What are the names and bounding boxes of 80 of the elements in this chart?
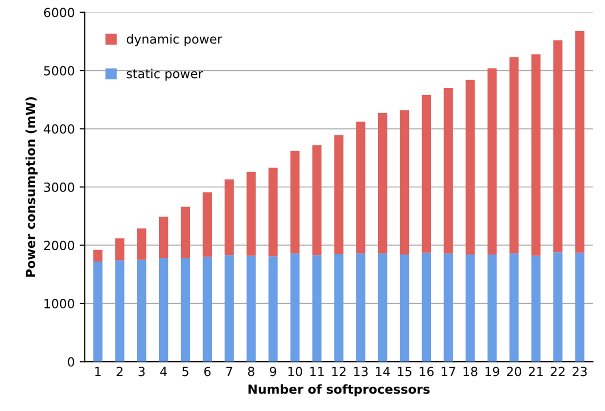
x-tick-label: 18 — [464, 366, 478, 376]
bar — [202, 192, 212, 257]
bar — [158, 258, 168, 362]
bar — [312, 145, 322, 256]
bar — [444, 253, 453, 362]
x-tick-label: 20 — [507, 366, 522, 376]
x-tick-label: 6 — [204, 366, 211, 376]
bar — [180, 258, 190, 362]
y-tick-label: 4000 — [44, 124, 74, 134]
bar — [137, 228, 146, 260]
bar — [246, 256, 256, 362]
y-tick-label: 2000 — [44, 240, 74, 250]
bar — [158, 216, 168, 258]
legend-label: dynamic power — [126, 34, 222, 46]
bar — [488, 254, 497, 362]
bar — [466, 254, 475, 362]
bar — [444, 88, 453, 254]
y-tick-label: 1000 — [44, 298, 74, 308]
bar — [202, 256, 212, 362]
x-tick-label: 12 — [332, 366, 346, 376]
bar — [356, 122, 366, 254]
bar — [378, 253, 388, 362]
bar — [268, 256, 278, 362]
bar — [312, 255, 322, 362]
bar — [466, 80, 475, 255]
bar — [422, 95, 432, 253]
x-tick-label: 17 — [442, 366, 456, 376]
bar — [93, 262, 102, 362]
bar — [93, 250, 102, 262]
x-axis-title: Number of softprocessors — [248, 384, 430, 396]
x-tick-label: 10 — [288, 366, 302, 376]
x-tick-label: 15 — [398, 366, 412, 376]
bar — [356, 253, 366, 362]
x-tick-label: 4 — [160, 366, 167, 376]
bar — [400, 254, 410, 362]
x-tick-label: 3 — [138, 366, 145, 376]
bar — [400, 110, 410, 255]
bar — [180, 206, 190, 258]
x-tick-label: 9 — [270, 366, 276, 376]
x-tick-label: 11 — [310, 366, 324, 376]
x-tick-label: 22 — [550, 366, 565, 376]
bar — [509, 253, 519, 362]
x-tick-label: 23 — [572, 366, 587, 376]
x-tick-label: 2 — [116, 366, 122, 376]
x-tick-label: 1 — [95, 366, 101, 376]
bar — [378, 113, 388, 254]
x-tick-label: 7 — [226, 366, 232, 376]
bar — [334, 135, 344, 254]
bar — [553, 40, 562, 252]
bar — [290, 150, 300, 254]
bar — [531, 54, 541, 256]
bar — [268, 168, 278, 256]
bar — [224, 255, 234, 362]
bar — [531, 256, 541, 362]
x-tick-label: 21 — [528, 366, 543, 376]
bar — [246, 172, 256, 256]
x-tick-label: 16 — [420, 366, 434, 376]
bar — [115, 238, 124, 260]
x-tick-label: 8 — [248, 366, 254, 376]
bar — [575, 30, 584, 253]
y-tick-label: 6000 — [44, 8, 74, 18]
bar — [575, 252, 584, 362]
bar — [488, 68, 497, 255]
y-tick-label: 0 — [68, 357, 74, 367]
y-tick-label: 5000 — [44, 66, 74, 76]
bar — [224, 179, 234, 256]
bar — [137, 260, 146, 362]
bar — [115, 260, 124, 362]
y-axis-title: Power consumption (mW) — [26, 97, 38, 277]
bar — [334, 254, 344, 362]
bar — [422, 252, 432, 362]
bar — [553, 252, 562, 362]
legend-label: static power — [126, 68, 204, 81]
x-tick-label: 14 — [376, 366, 390, 376]
bar — [509, 57, 519, 254]
x-tick-label: 13 — [354, 366, 368, 376]
bar — [290, 253, 300, 362]
x-tick-label: 5 — [182, 366, 188, 376]
y-tick-label: 3000 — [44, 182, 74, 192]
x-tick-label: 19 — [486, 366, 500, 376]
